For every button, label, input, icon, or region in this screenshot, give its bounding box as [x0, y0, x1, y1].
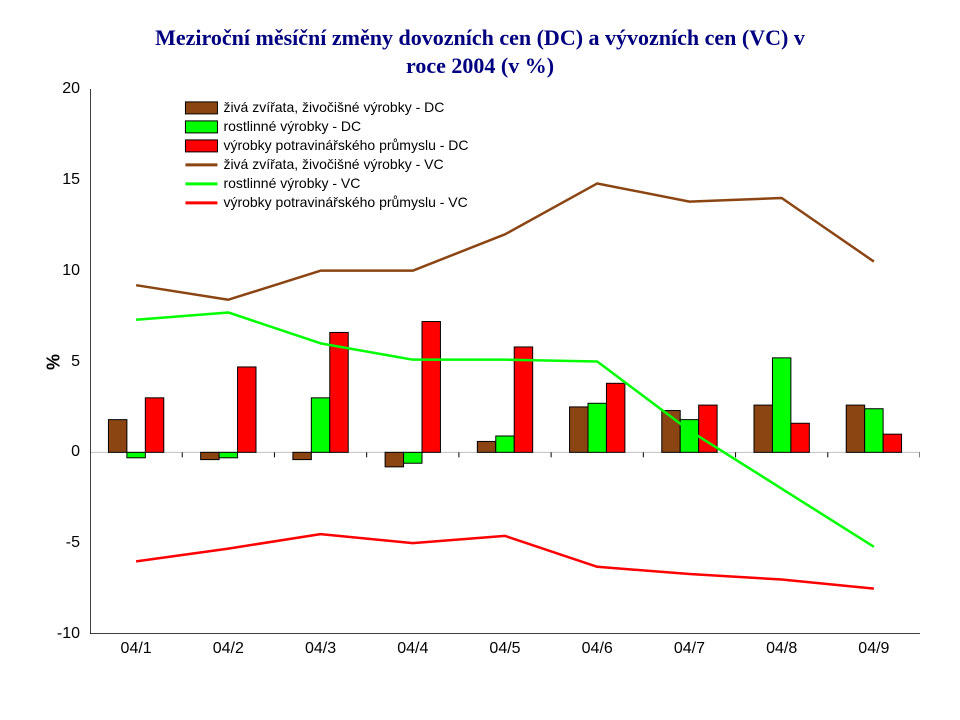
legend-label: živá zvířata, živočišné výrobky - DC: [223, 99, 444, 115]
x-tick-label: 04/5: [489, 640, 520, 658]
x-tick-label: 04/3: [305, 640, 336, 658]
bar-plant_dc: [496, 436, 514, 452]
y-tick-label: 0: [40, 443, 80, 461]
bar-animal_dc: [846, 405, 864, 452]
x-tick-label: 04/8: [766, 640, 797, 658]
x-tick-label: 04/2: [213, 640, 244, 658]
bar-animal_dc: [570, 407, 588, 452]
chart-title: Meziroční měsíční změny dovozních cen (D…: [40, 24, 920, 79]
legend-label: výrobky potravinářského průmyslu - VC: [223, 194, 467, 210]
y-tick-label: 15: [40, 171, 80, 189]
bar-animal_dc: [108, 420, 126, 453]
x-tick-label: 04/1: [121, 640, 152, 658]
bar-food_dc: [330, 332, 348, 452]
x-tick-label: 04/7: [674, 640, 705, 658]
legend-swatch: [185, 121, 217, 133]
y-tick-label: 20: [40, 80, 80, 98]
bar-food_dc: [238, 367, 256, 452]
legend-swatch: [185, 140, 217, 152]
bar-plant_dc: [865, 409, 883, 453]
bar-animal_dc: [293, 452, 311, 459]
legend-label: rostlinné výrobky - DC: [223, 118, 361, 134]
y-tick-label: -5: [40, 534, 80, 552]
page: Meziroční měsíční změny dovozních cen (D…: [0, 0, 960, 720]
bar-animal_dc: [201, 452, 219, 459]
bar-food_dc: [145, 398, 163, 453]
legend-swatch: [185, 102, 217, 114]
bar-food_dc: [606, 383, 624, 452]
bar-food_dc: [422, 322, 440, 453]
chart-svg: živá zvířata, živočišné výrobky - DC rost…: [90, 89, 920, 634]
bar-animal_dc: [754, 405, 772, 452]
y-tick-label: -10: [40, 625, 80, 643]
x-tick-label: 04/6: [582, 640, 613, 658]
bar-food_dc: [514, 347, 532, 452]
bar-plant_dc: [588, 403, 606, 452]
bar-animal_dc: [385, 452, 403, 467]
y-tick-label: 10: [40, 262, 80, 280]
line-food_vc: [136, 534, 874, 589]
bar-plant_dc: [311, 398, 329, 453]
legend-label: výrobky potravinářského průmyslu - DC: [223, 137, 468, 153]
bar-animal_dc: [477, 441, 495, 452]
y-tick-label: 5: [40, 353, 80, 371]
bar-plant_dc: [219, 452, 237, 457]
bar-plant_dc: [127, 452, 145, 457]
chart-title-line2: roce 2004 (v %): [406, 53, 554, 78]
x-tick-label: 04/9: [858, 640, 889, 658]
chart-area: % živá zvířata, živočišné výrobky - DCro…: [90, 89, 920, 664]
x-tick-label: 04/4: [397, 640, 428, 658]
bar-food_dc: [791, 423, 809, 452]
bar-food_dc: [883, 434, 901, 452]
bar-plant_dc: [772, 358, 790, 452]
bar-plant_dc: [404, 452, 422, 463]
legend-label: živá zvířata, živočišné výrobky - VC: [223, 156, 443, 172]
legend-label: rostlinné výrobky - VC: [223, 175, 360, 191]
chart-title-line1: Meziroční měsíční změny dovozních cen (D…: [155, 25, 805, 50]
